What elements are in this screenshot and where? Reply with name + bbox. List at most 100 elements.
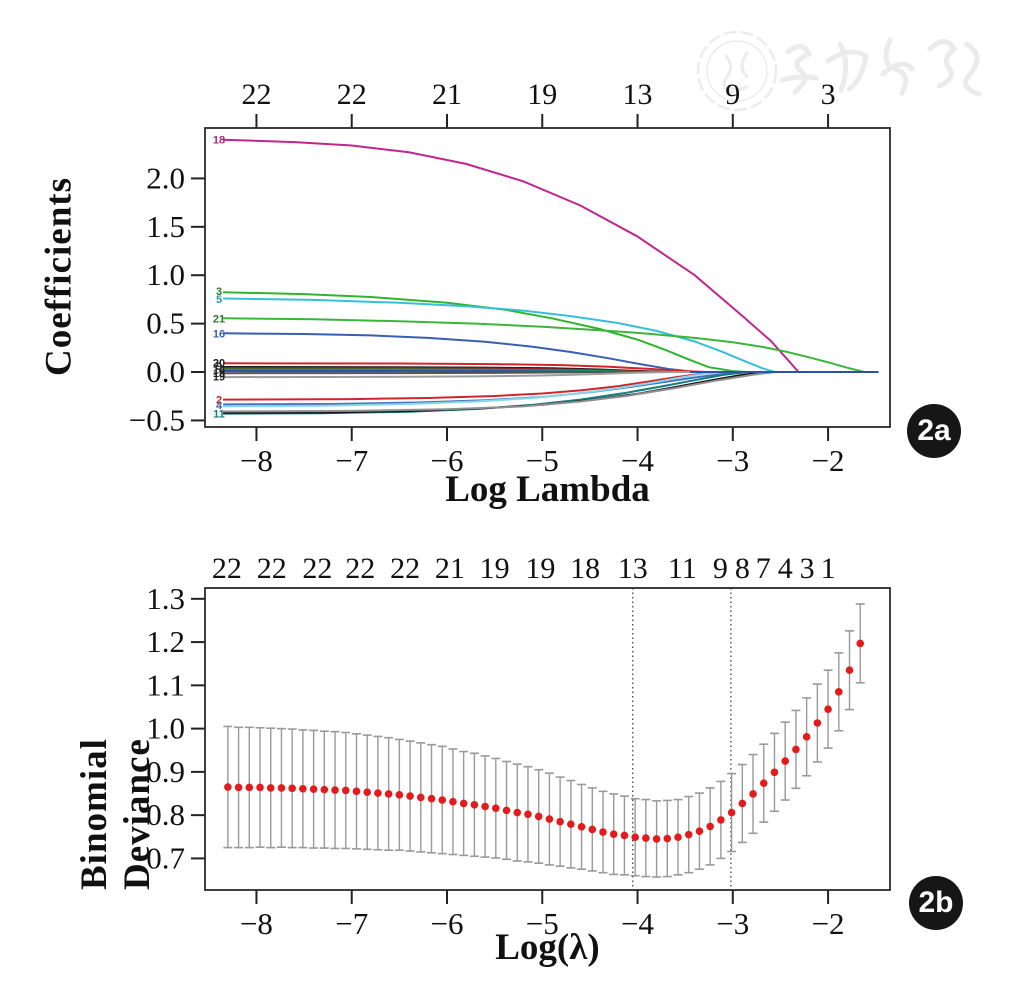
deviance-point [492,804,500,813]
deviance-point [352,787,361,796]
deviance-point [277,784,286,792]
curve-id-label: 2 [216,394,222,406]
curve-id-label: 18 [213,135,225,147]
watermark-seal [696,30,778,112]
y-axis-tick-label: 2.0 [146,160,185,195]
df-count-label: 22 [337,78,367,111]
coefficient-path-c-darkgray [223,371,867,375]
curve-id-label: 15 [213,368,225,380]
deviance-point [599,828,607,836]
deviance-point [299,784,307,793]
deviance-point [341,786,350,795]
deviance-point [513,808,522,817]
deviance-point [534,812,543,821]
curve-id-label: 21 [213,313,225,325]
deviance-point [234,783,243,792]
deviance-point [727,808,736,817]
df-count-label: 22 [302,552,332,585]
curve-id-label: 14 [213,365,226,377]
y-axis-title-coefficients: Coefficients [38,177,80,377]
curve-id-label: 20 [213,357,225,369]
deviance-point [663,834,672,843]
deviance-point [834,688,843,696]
y-axis-tick-label: 0.8 [146,797,185,832]
deviance-point [792,745,800,754]
y-axis-tick-label: 1.5 [146,209,185,244]
deviance-point [459,799,468,808]
deviance-point [631,833,639,842]
df-count-label: 22 [257,552,287,585]
deviance-point [288,784,296,793]
curve-id-label: 3 [216,286,222,298]
deviance-point [481,802,489,811]
deviance-point [588,825,597,834]
df-count-label: 22 [212,552,242,585]
deviance-point [224,783,232,791]
df-count-label: 18 [570,552,600,585]
deviance-point [824,705,832,713]
deviance-point [556,817,564,826]
y-axis-tick-label: 0.0 [146,354,185,389]
df-count-label: 4 [778,552,793,585]
x-axis-tick-label: −5 [526,443,559,478]
deviance-point [416,793,425,802]
figure-badge-2b: 2b [909,876,963,930]
deviance-point [620,831,629,840]
coefficient-path-3 [223,291,867,373]
df-count-label: 7 [756,552,771,585]
deviance-point [256,783,264,792]
df-count-label: 3 [800,552,815,585]
curve-id-label: 16 [213,328,225,340]
df-count-label: 22 [241,78,271,111]
deviance-point [266,784,275,792]
x-axis-tick-label: −4 [621,906,654,941]
deviance-point [427,794,436,803]
x-axis-title-log-lambda-cv: Log(λ) [495,927,600,968]
deviance-point [642,834,650,842]
deviance-point [738,799,747,808]
x-axis-tick-label: −6 [430,443,463,478]
deviance-point [470,800,479,809]
deviance-point [374,789,382,797]
deviance-point [320,785,329,794]
x-axis-tick-label: −8 [240,906,273,941]
deviance-point [770,768,779,777]
deviance-point [813,719,822,727]
y-axis-tick-label: 1.0 [146,257,185,292]
y-axis-tick-label: 0.5 [146,306,185,341]
deviance-point [567,820,575,829]
deviance-point [363,788,371,797]
x-axis-tick-label: −8 [240,443,273,478]
deviance-point [309,785,318,793]
plot-frame [204,587,891,891]
curve-id-label: 5 [216,294,222,306]
y-axis-tick-label: 1.2 [146,624,185,659]
df-count-label: 1 [821,552,836,585]
df-count-label: 22 [390,552,420,585]
deviance-point [502,806,511,815]
coefficient-path-l-gray [223,371,867,413]
df-count-label: 8 [735,552,750,585]
deviance-point [706,822,714,831]
df-count-label: 22 [345,552,375,585]
deviance-point [652,835,661,843]
x-axis-tick-label: −7 [335,443,368,478]
deviance-point [245,783,254,792]
deviance-point [845,666,854,675]
x-axis-tick-label: −7 [335,906,368,941]
watermark [696,30,982,112]
df-count-label: 9 [713,552,728,585]
deviance-point [331,786,339,794]
y-axis-tick-label: 1.1 [146,667,185,702]
figure-badge-2a: 2a [907,404,961,458]
deviance-point [545,815,554,823]
y-axis-tick-label: 1.3 [146,581,185,616]
df-count-label: 19 [527,78,557,111]
x-axis-tick-label: −2 [812,443,845,478]
curve-id-label: 4 [216,400,223,412]
y-axis-title-binomial-deviance: Binomial Deviance [74,738,158,890]
x-axis-tick-label: −4 [621,443,654,478]
deviance-point [674,833,682,842]
